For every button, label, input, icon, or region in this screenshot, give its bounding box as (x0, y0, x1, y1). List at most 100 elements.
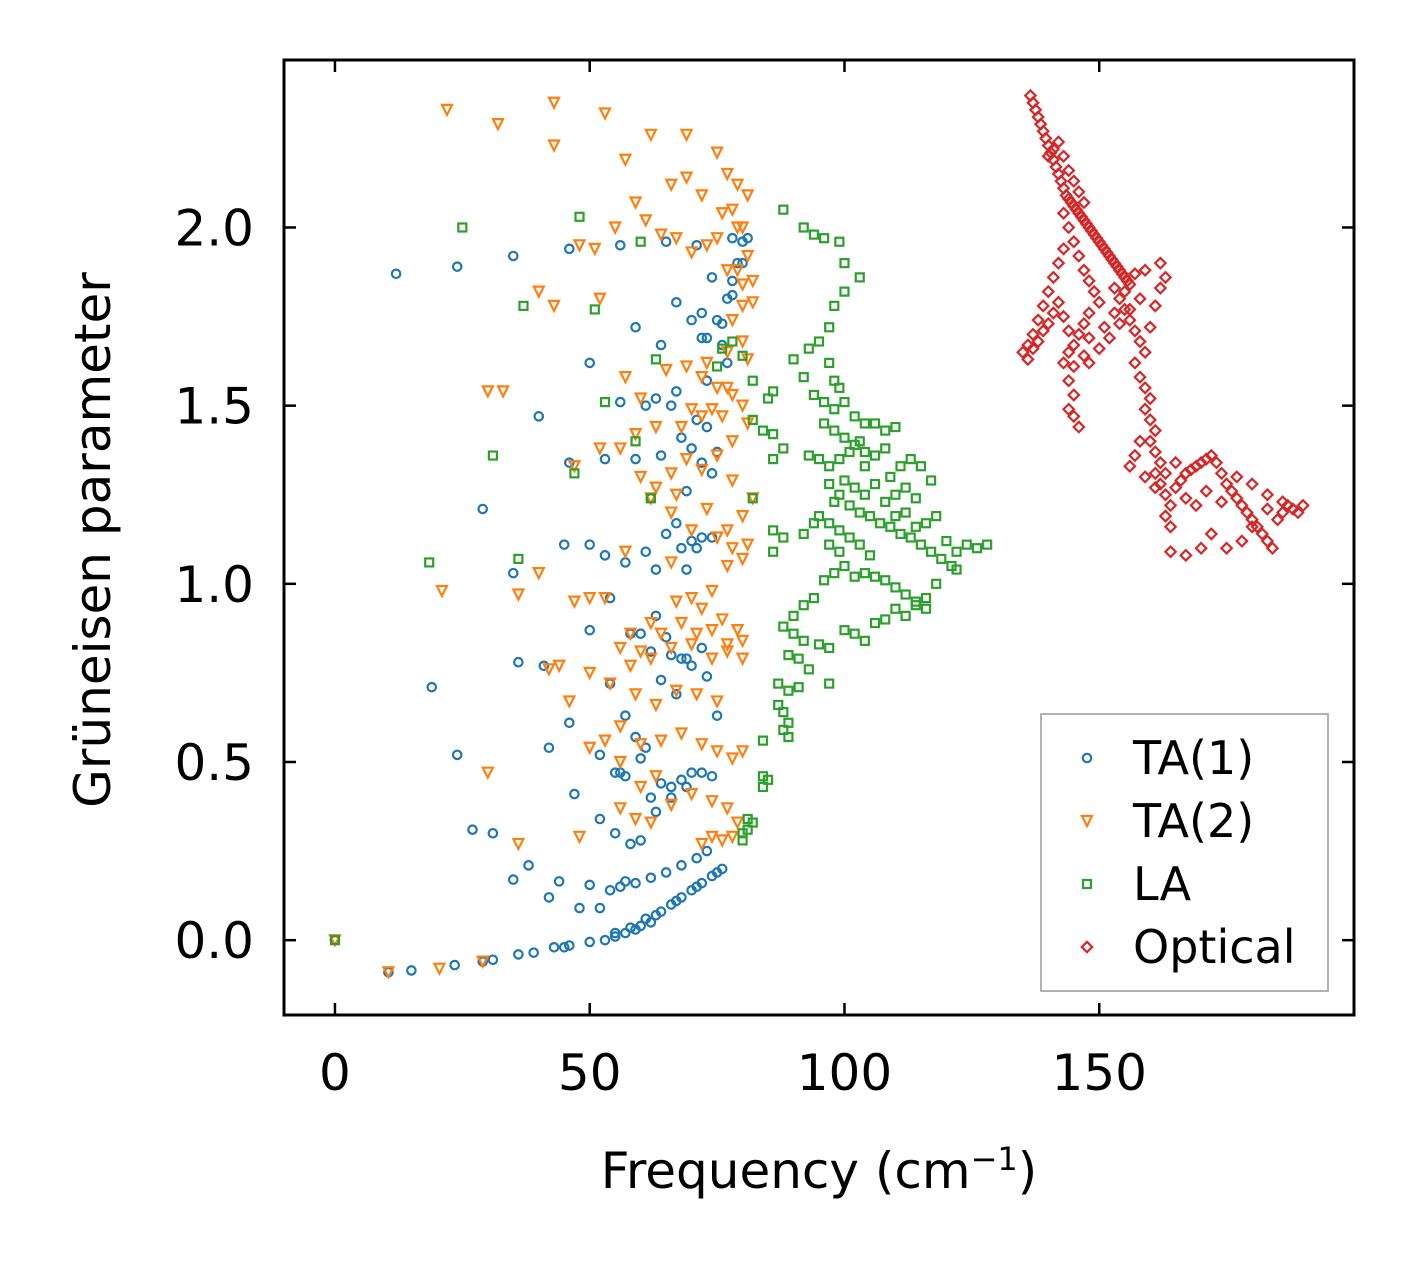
y-tick-label: 2.0 (174, 199, 254, 257)
data-point (700, 239, 714, 253)
data-point (594, 902, 606, 914)
data-point (880, 575, 891, 586)
data-point (915, 539, 927, 550)
data-point (635, 628, 646, 640)
data-point (895, 528, 906, 540)
data-point (1051, 135, 1066, 149)
data-point (1056, 206, 1071, 220)
y-tick-label: 1.0 (174, 556, 254, 614)
data-point (1133, 370, 1147, 384)
data-point (905, 532, 916, 543)
data-point (691, 852, 703, 864)
x-axis-label: Frequency (cm−1) (601, 1140, 1038, 1200)
legend-marker-ta-2- (1080, 814, 1094, 829)
plot-frame (282, 58, 1356, 1017)
data-point (669, 595, 684, 610)
data-point (650, 354, 662, 365)
data-point (644, 128, 658, 143)
data-point (467, 824, 478, 836)
data-point (1041, 149, 1056, 163)
data-point (684, 403, 699, 417)
data-point (1275, 495, 1290, 509)
data-point (890, 421, 901, 433)
data-point (1056, 242, 1071, 256)
data-point (829, 425, 840, 436)
data-point (818, 233, 830, 244)
data-point (633, 392, 648, 406)
data-point (720, 645, 735, 659)
y-tick-labels: 0.0 0.5 1.0 1.5 2.0 (174, 199, 254, 970)
data-point (1036, 324, 1050, 338)
data-point (630, 321, 641, 333)
data-point (669, 684, 684, 699)
data-point (659, 363, 673, 378)
data-point (644, 816, 658, 831)
data-point (1214, 495, 1229, 509)
data-point (1219, 477, 1234, 491)
data-point (1296, 498, 1310, 513)
data-point (808, 389, 820, 401)
data-point (649, 420, 663, 435)
data-point (671, 386, 682, 397)
data-point (329, 935, 341, 946)
data-point (839, 258, 850, 269)
legend-label: Optical (1133, 920, 1295, 974)
data-point (747, 493, 758, 504)
data-point (854, 539, 865, 550)
data-point (839, 286, 850, 297)
data-point (671, 895, 682, 907)
data-point (487, 954, 499, 966)
data-point (869, 571, 881, 582)
data-point (824, 357, 835, 368)
data-point (706, 272, 718, 283)
data-point (635, 236, 646, 247)
data-point (390, 268, 402, 280)
data-point (880, 496, 891, 507)
data-point (584, 539, 596, 550)
data-point (695, 602, 709, 617)
data-point (511, 588, 526, 602)
data-point (705, 652, 719, 667)
data-point (1067, 234, 1081, 249)
data-point (543, 742, 555, 754)
data-point (710, 449, 724, 464)
data-point (895, 461, 906, 472)
data-point (686, 660, 697, 672)
data-point (715, 613, 729, 627)
data-point (513, 553, 524, 564)
data-point (1230, 470, 1244, 484)
data-point (608, 221, 622, 235)
data-point (655, 450, 667, 461)
data-point (679, 360, 694, 374)
data-point (1128, 324, 1142, 338)
data-point (839, 396, 850, 408)
data-point (487, 450, 499, 461)
data-point (1138, 402, 1152, 416)
data-point (721, 293, 733, 305)
data-point (553, 876, 565, 887)
data-point (1056, 309, 1071, 324)
data-point (507, 250, 519, 262)
data-point (798, 600, 809, 611)
data-point (880, 443, 891, 454)
data-point (1123, 459, 1137, 473)
data-point (664, 467, 679, 481)
data-point (701, 671, 713, 682)
data-point (531, 567, 546, 581)
data-point (798, 635, 809, 646)
data-point (1061, 324, 1076, 338)
data-point (513, 949, 524, 960)
data-point (824, 461, 835, 472)
data-point (487, 827, 499, 839)
data-point (1117, 284, 1132, 299)
data-point (1077, 195, 1091, 210)
data-point (507, 874, 519, 885)
data-point (645, 646, 657, 657)
data-point (854, 272, 865, 283)
data-point (1204, 448, 1219, 463)
axis-ticks (284, 60, 1354, 1015)
data-point (1184, 463, 1198, 477)
data-point (824, 518, 835, 529)
data-point (839, 432, 850, 443)
data-point (1133, 291, 1147, 306)
